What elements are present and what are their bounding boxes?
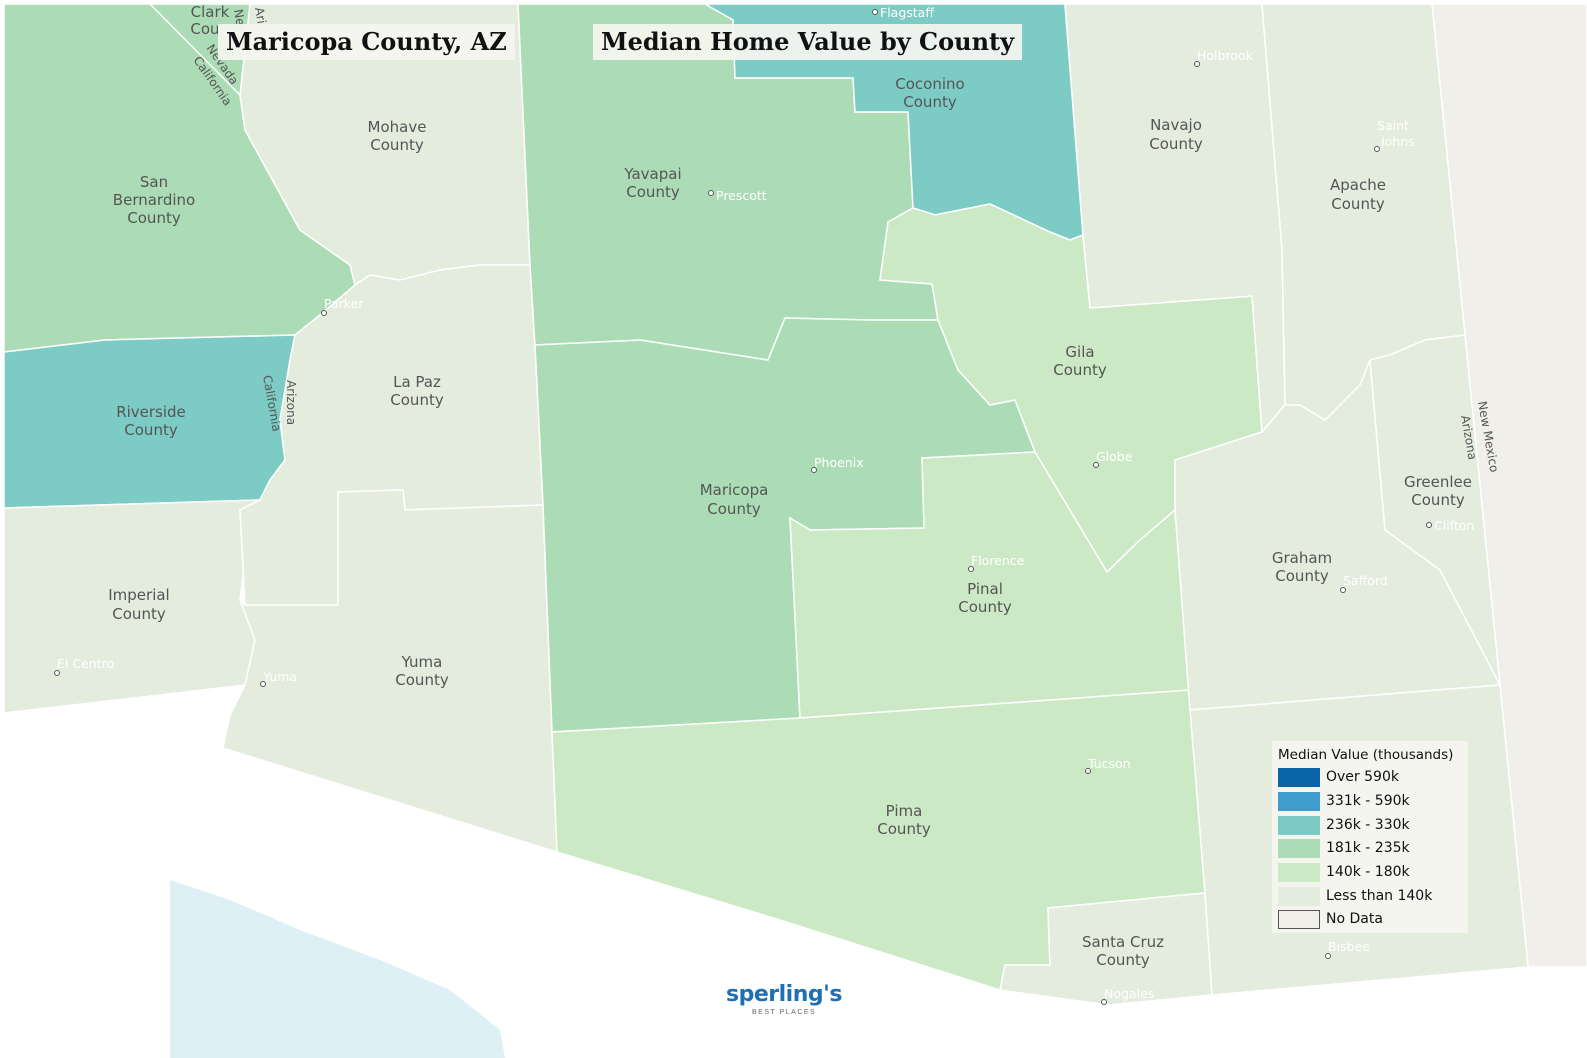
city-label-safford: Safford bbox=[1343, 573, 1388, 588]
legend-title: Median Value (thousands) bbox=[1278, 747, 1454, 763]
city-dot-florence bbox=[968, 566, 974, 572]
legend-label: 140k - 180k bbox=[1326, 864, 1410, 880]
city-dot-phoenix bbox=[811, 467, 817, 473]
legend-label: 331k - 590k bbox=[1326, 793, 1410, 809]
county-label-la-paz: La Paz County bbox=[390, 373, 444, 409]
city-label-el-centro: El Centro bbox=[57, 656, 114, 671]
city-label-yuma: Yuma bbox=[262, 669, 297, 684]
logo-tagline: BEST PLACES bbox=[752, 1009, 817, 1016]
location-title: Maricopa County, AZ bbox=[218, 24, 515, 60]
border-label-ne: Ne bbox=[231, 8, 248, 27]
legend-swatch bbox=[1278, 910, 1320, 929]
legend-item: 140k - 180k bbox=[1278, 861, 1468, 883]
city-label-clifton: Clifton bbox=[1434, 518, 1474, 533]
city-dot-el-centro bbox=[54, 670, 60, 676]
border-label-ari: Ari bbox=[252, 6, 269, 25]
legend-swatch bbox=[1278, 863, 1320, 882]
county-labels: Clark Cou Mohave County San Bernardino Count… bbox=[108, 3, 1472, 969]
city-dot-yuma bbox=[260, 681, 266, 687]
city-dot-flagstaff bbox=[872, 9, 878, 15]
county-label-pima: Pima County bbox=[877, 802, 931, 838]
city-label-parker: Parker bbox=[324, 296, 364, 311]
gulf-water bbox=[170, 880, 505, 1058]
city-dot-prescott bbox=[708, 190, 714, 196]
city-label-saint-johns: Saint Johns bbox=[1377, 118, 1415, 149]
city-label-holbrook: Holbrook bbox=[1197, 48, 1254, 63]
city-label-nogales: Nogales bbox=[1104, 986, 1154, 1001]
sperlings-logo: sperling's BEST PLACES bbox=[726, 982, 856, 1022]
city-label-prescott: Prescott bbox=[716, 188, 767, 203]
legend-swatch bbox=[1278, 816, 1320, 835]
legend-item: Over 590k bbox=[1278, 766, 1468, 788]
legend-item: 331k - 590k bbox=[1278, 790, 1468, 812]
county-label-navajo: Navajo County bbox=[1149, 116, 1203, 153]
county-label-yuma: Yuma County bbox=[395, 653, 449, 689]
border-label-arizona-west: Arizona bbox=[284, 380, 298, 425]
county-label-pinal: Pinal County bbox=[958, 580, 1012, 616]
legend-swatch bbox=[1278, 792, 1320, 811]
city-dot-holbrook bbox=[1194, 61, 1200, 67]
city-label-bisbee: Bisbee bbox=[1328, 939, 1370, 954]
legend-label: No Data bbox=[1326, 911, 1383, 927]
city-label-globe: Globe bbox=[1096, 449, 1133, 464]
county-label-imperial: Imperial County bbox=[108, 586, 169, 623]
county-label-santa-cruz: Santa Cruz County bbox=[1082, 933, 1164, 969]
city-label-tucson: Tucson bbox=[1087, 756, 1131, 771]
city-dot-safford bbox=[1340, 587, 1346, 593]
legend-swatch bbox=[1278, 887, 1320, 906]
logo-wordmark: sperling's bbox=[726, 982, 842, 1007]
county-label-graham: Graham County bbox=[1272, 549, 1332, 585]
legend-item: No Data bbox=[1278, 908, 1468, 930]
map-title: Median Home Value by County bbox=[593, 24, 1023, 60]
legend-swatch bbox=[1278, 768, 1320, 787]
county-label-yavapai: Yavapai County bbox=[623, 165, 681, 201]
city-dot-globe bbox=[1093, 462, 1099, 468]
city-label-florence: Florence bbox=[971, 553, 1025, 568]
county-label-apache: Apache County bbox=[1330, 176, 1386, 213]
legend-item: Less than 140k bbox=[1278, 885, 1468, 907]
city-dot-parker bbox=[321, 310, 327, 316]
county-label-gila: Gila County bbox=[1053, 343, 1107, 379]
legend-label: Over 590k bbox=[1326, 769, 1399, 785]
legend-label: 236k - 330k bbox=[1326, 817, 1410, 833]
city-dot-saint-johns bbox=[1374, 146, 1380, 152]
legend-label: Less than 140k bbox=[1326, 888, 1433, 904]
city-label-flagstaff: Flagstaff bbox=[880, 5, 934, 20]
county-area-greenlee bbox=[1369, 334, 1501, 686]
legend-swatch bbox=[1278, 839, 1320, 858]
county-label-riverside: Riverside County bbox=[116, 403, 186, 439]
county-label-coconino: Coconino County bbox=[895, 75, 964, 111]
county-label-greenlee: Greenlee County bbox=[1404, 473, 1472, 509]
city-markers: Flagstaff Holbrook Saint Johns Prescott P… bbox=[54, 5, 1474, 1005]
legend-item: 236k - 330k bbox=[1278, 814, 1468, 836]
county-label-san-bernardino: San Bernardino County bbox=[113, 173, 195, 227]
city-dot-clifton bbox=[1426, 522, 1432, 528]
city-dot-bisbee bbox=[1325, 953, 1331, 959]
county-label-mohave: Mohave County bbox=[368, 118, 427, 154]
city-dot-nogales bbox=[1101, 999, 1107, 1005]
city-dot-tucson bbox=[1085, 768, 1091, 774]
legend-label: 181k - 235k bbox=[1326, 840, 1410, 856]
county-label-clark: Clark Cou bbox=[190, 3, 229, 38]
legend-item: 181k - 235k bbox=[1278, 837, 1468, 859]
legend: Median Value (thousands) Over 590k 331k … bbox=[1272, 741, 1468, 933]
city-label-phoenix: Phoenix bbox=[814, 455, 864, 470]
county-label-maricopa: Maricopa County bbox=[700, 481, 769, 518]
